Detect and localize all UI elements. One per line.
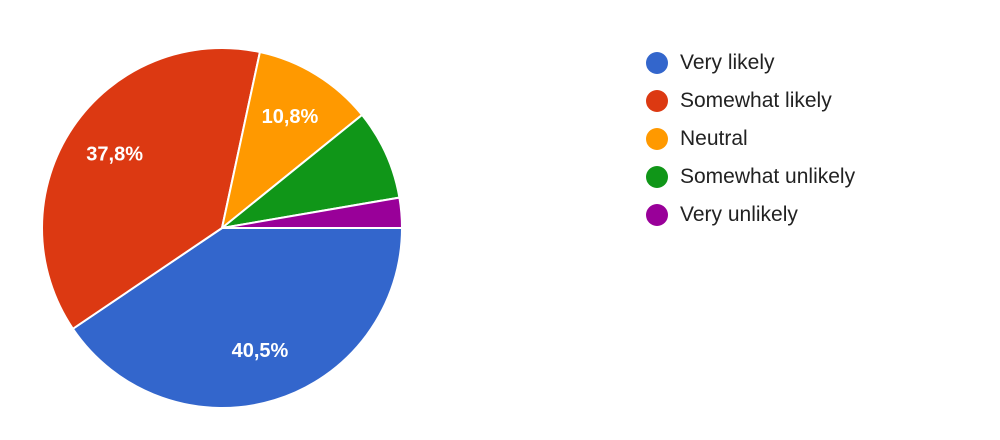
- legend: Very likely Somewhat likely Neutral Somewha…: [646, 44, 855, 234]
- legend-swatch-icon: [646, 90, 668, 112]
- pie-slice-neutral[interactable]: [220, 50, 364, 231]
- legend-swatch-icon: [646, 52, 668, 74]
- legend-swatch-icon: [646, 128, 668, 150]
- legend-swatch-icon: [646, 204, 668, 226]
- pie-slice-somewhat-likely[interactable]: [41, 47, 262, 331]
- legend-item-neutral[interactable]: Neutral: [646, 120, 855, 158]
- pie-slice-somewhat-unlikely[interactable]: [218, 113, 401, 230]
- slice-value-label: 10,8%: [262, 106, 319, 128]
- legend-label: Somewhat likely: [680, 89, 832, 112]
- legend-swatch-icon: [646, 166, 668, 188]
- legend-label: Neutral: [680, 127, 748, 150]
- slice-value-label: 37,8%: [86, 144, 143, 166]
- pie-slice-very-unlikely[interactable]: [221, 196, 404, 229]
- legend-item-very-unlikely[interactable]: Very unlikely: [646, 196, 855, 234]
- legend-label: Very likely: [680, 51, 775, 74]
- legend-label: Somewhat unlikely: [680, 165, 856, 188]
- legend-item-very-likely[interactable]: Very likely: [646, 44, 855, 82]
- pie-slice-very-likely[interactable]: [71, 227, 404, 409]
- legend-label: Very unlikely: [680, 203, 798, 226]
- legend-item-somewhat-likely[interactable]: Somewhat likely: [646, 82, 855, 120]
- slice-value-label: 40,5%: [232, 340, 289, 362]
- legend-item-somewhat-unlikely[interactable]: Somewhat unlikely: [646, 158, 855, 196]
